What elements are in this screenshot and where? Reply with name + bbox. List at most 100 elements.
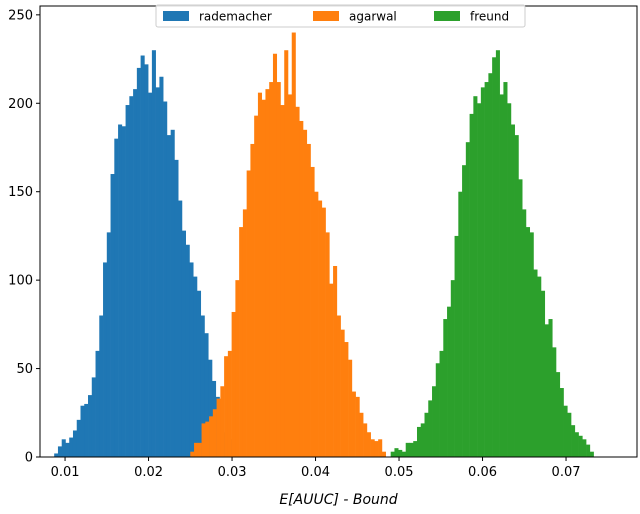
histogram-bar [178, 200, 183, 458]
histogram-bar [136, 67, 141, 458]
histogram-bar [329, 283, 334, 457]
histogram-bar [170, 129, 175, 458]
histogram-bar [239, 227, 244, 457]
histogram-bar [306, 143, 311, 457]
histogram-bar [201, 423, 206, 457]
histogram-bar [548, 319, 553, 457]
histogram-bar [344, 342, 349, 457]
histogram-bar [318, 200, 323, 458]
histogram-bar [552, 347, 557, 457]
histogram-bar [231, 311, 236, 457]
histogram-bar [269, 82, 274, 458]
histogram-bar [462, 165, 467, 457]
y-ticks: 0 50 100 150 200 250 [8, 8, 40, 466]
histogram-bar [208, 359, 213, 457]
histogram-bar [435, 363, 440, 457]
histogram-bar [378, 439, 383, 457]
histogram-bar [216, 398, 221, 457]
histogram-bar [544, 324, 549, 457]
histogram-bar [257, 92, 262, 457]
histogram-bar [582, 439, 587, 457]
histogram-bar [220, 386, 225, 457]
histogram-bar [439, 350, 444, 457]
histogram-bar [589, 451, 594, 457]
histogram-bar [76, 419, 81, 457]
histogram-bar [272, 53, 278, 457]
histogram-bar [227, 350, 232, 457]
histogram-bar [537, 276, 542, 457]
histogram-bar [424, 412, 429, 457]
histogram-bar [574, 432, 579, 457]
legend-box [155, 4, 526, 28]
histogram-bar [563, 405, 568, 457]
histogram-bar [133, 89, 138, 457]
legend-swatch [313, 11, 339, 21]
histogram-bar [409, 442, 414, 457]
histogram-bar [129, 96, 134, 457]
histogram-bar [458, 191, 463, 457]
histogram-bar [510, 124, 515, 457]
histogram-bar [348, 359, 353, 457]
histogram-bar [200, 315, 205, 457]
x-tick-label: 0.06 [468, 465, 497, 480]
histogram-bar [540, 290, 546, 457]
histogram-bar [88, 395, 93, 457]
y-tick-label: 200 [8, 97, 33, 112]
histogram-bar [416, 426, 422, 457]
histogram-bar [336, 315, 341, 457]
histogram-bar [398, 449, 403, 457]
histogram-bar [190, 451, 195, 457]
histogram-bar [140, 55, 145, 458]
histogram-bar [196, 290, 202, 457]
histogram-bar [314, 191, 319, 457]
histogram-bar [390, 451, 395, 457]
histogram-bar [556, 372, 561, 457]
histogram-bar [447, 306, 452, 457]
histogram-bar [242, 209, 247, 457]
histogram-bar [310, 166, 315, 457]
histogram-bar [80, 405, 85, 457]
legend: rademacher agarwal freund [155, 4, 526, 28]
histogram-bar [84, 403, 89, 457]
histogram-bar [204, 333, 209, 457]
histogram-bar [246, 170, 251, 458]
histogram-bar [518, 179, 523, 457]
histogram-bar [185, 244, 190, 457]
histogram-bar [91, 377, 96, 457]
series-freund [390, 50, 594, 458]
x-tick-label: 0.03 [218, 465, 247, 480]
histogram-bar [567, 412, 572, 457]
histogram-bar [394, 448, 399, 457]
histogram-bar [287, 94, 293, 458]
y-tick-label: 0 [25, 451, 33, 466]
histogram-bar [321, 207, 326, 457]
histogram-bar [166, 135, 171, 458]
histogram-bar [503, 82, 508, 458]
histogram-bar [559, 388, 564, 457]
histogram-bar [299, 120, 304, 458]
histogram-bar [370, 439, 375, 457]
histogram-bar [194, 442, 199, 457]
histogram-bar [121, 126, 126, 458]
histogram-bar [586, 444, 591, 457]
histogram-bar [224, 356, 229, 457]
histogram-bar [340, 329, 345, 457]
legend-label: freund [470, 10, 509, 24]
series-agarwal [190, 32, 386, 458]
histogram-bar [209, 416, 214, 457]
x-tick-label: 0.07 [552, 465, 581, 480]
histogram-bar [212, 409, 217, 457]
histogram-bar [465, 142, 470, 457]
histogram-bar [276, 82, 281, 458]
histogram-bar [525, 227, 531, 457]
histogram-bar [514, 135, 519, 458]
histogram-bar [325, 232, 330, 457]
histogram-bar [499, 94, 504, 458]
histogram-bar [291, 32, 296, 457]
histogram-bar [351, 391, 356, 457]
histogram-bar [533, 269, 538, 457]
histogram-bar [69, 437, 74, 457]
histogram-bar [103, 262, 108, 457]
histogram-bar [507, 103, 512, 458]
